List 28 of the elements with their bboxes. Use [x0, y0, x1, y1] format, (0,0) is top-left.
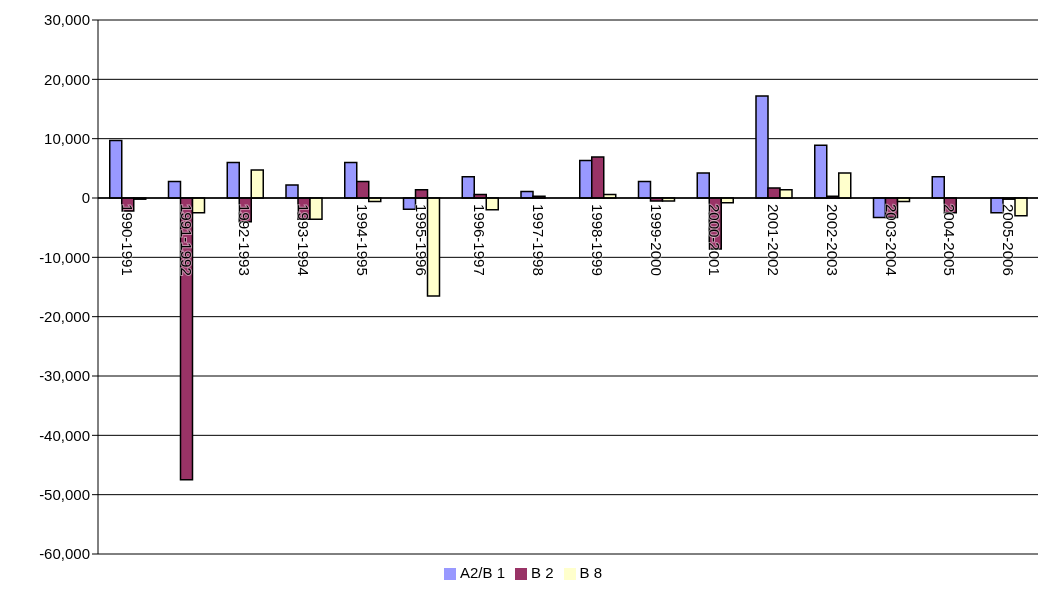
x-tick-label: 1999-2000 — [647, 204, 665, 276]
x-tick-label: 1991-1992 — [177, 204, 195, 276]
y-tick-label: 10,000 — [44, 129, 90, 147]
x-tick-label: 2002-2003 — [823, 204, 841, 276]
x-tick-label: 2005-2006 — [1000, 204, 1018, 276]
x-tick-label: 2001-2002 — [765, 204, 783, 276]
y-tick-label: 0 — [81, 189, 90, 207]
legend-label: B 2 — [531, 564, 554, 581]
y-tick-label: -30,000 — [39, 367, 90, 385]
x-tick-label: 1992-1993 — [236, 204, 254, 276]
x-tick-label: 1990-1991 — [118, 204, 136, 276]
x-tick-label: 2003-2004 — [882, 204, 900, 276]
legend-label: B 8 — [579, 564, 603, 581]
x-tick-label: 1994-1995 — [353, 204, 371, 276]
y-tick-label: -10,000 — [39, 248, 90, 266]
y-tick-label: -20,000 — [39, 307, 90, 325]
y-tick-label: 20,000 — [44, 70, 90, 88]
x-tick-label: 1998-1999 — [588, 204, 606, 276]
legend-label: A2/B 1 — [459, 564, 505, 581]
y-tick-label: 30,000 — [44, 11, 90, 29]
y-tick-label: -40,000 — [39, 426, 90, 444]
x-tick-label: 1997-1998 — [530, 204, 548, 276]
y-tick-label: -50,000 — [39, 485, 90, 503]
y-tick-label: -60,000 — [39, 545, 90, 563]
x-tick-label: 2004-2005 — [941, 204, 959, 276]
x-tick-label: 1993-1994 — [295, 204, 313, 276]
x-tick-label: 1996-1997 — [471, 204, 489, 276]
x-tick-label: 1995-1996 — [412, 204, 430, 276]
